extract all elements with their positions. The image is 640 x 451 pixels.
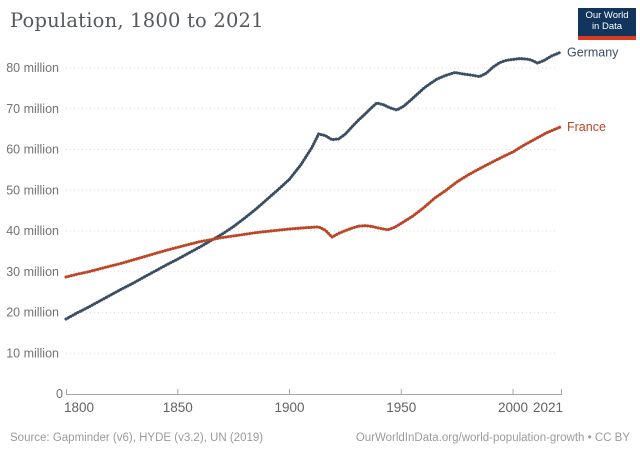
x-axis-tick-label: 1800 <box>64 400 94 415</box>
germany-label[interactable]: Germany <box>567 46 619 60</box>
source-note: Source: Gapminder (v6), HYDE (v3.2), UN … <box>10 431 264 444</box>
owid-logo-line2: in Data <box>591 21 623 32</box>
y-axis-tick-label: 20 million <box>6 306 59 320</box>
owid-link[interactable]: OurWorldInData.org/world-population-grow… <box>355 431 630 444</box>
chart-footer: Source: Gapminder (v6), HYDE (v3.2), UN … <box>0 424 640 451</box>
y-axis-tick-label: 60 million <box>6 143 59 157</box>
y-axis-tick-label: 50 million <box>6 183 59 197</box>
y-axis-tick-label: 10 million <box>6 346 59 360</box>
france-line[interactable] <box>65 126 561 278</box>
france-label[interactable]: France <box>567 120 606 134</box>
page-title: Population, 1800 to 2021 <box>10 9 264 32</box>
x-axis-tick-label: 1850 <box>163 400 193 415</box>
germany-line-markers[interactable] <box>64 50 562 321</box>
owid-logo[interactable]: Our World in Data <box>578 8 636 40</box>
y-axis-tick-label: 0 <box>56 387 63 401</box>
y-axis-tick-label: 30 million <box>6 265 59 279</box>
x-axis-tick-label: 2021 <box>533 400 563 415</box>
y-axis-tick-label: 40 million <box>6 224 59 238</box>
x-axis-tick-label: 1900 <box>275 400 305 415</box>
x-axis-tick-label: 2000 <box>498 400 528 415</box>
france-line-markers[interactable] <box>64 125 562 279</box>
chart-header: Population, 1800 to 2021 Our World in Da… <box>0 0 640 42</box>
y-axis-tick-label: 80 million <box>6 61 59 75</box>
x-axis-tick-label: 1950 <box>386 400 416 415</box>
y-axis-tick-label: 70 million <box>6 102 59 116</box>
owid-logo-line1: Our World <box>585 10 629 21</box>
